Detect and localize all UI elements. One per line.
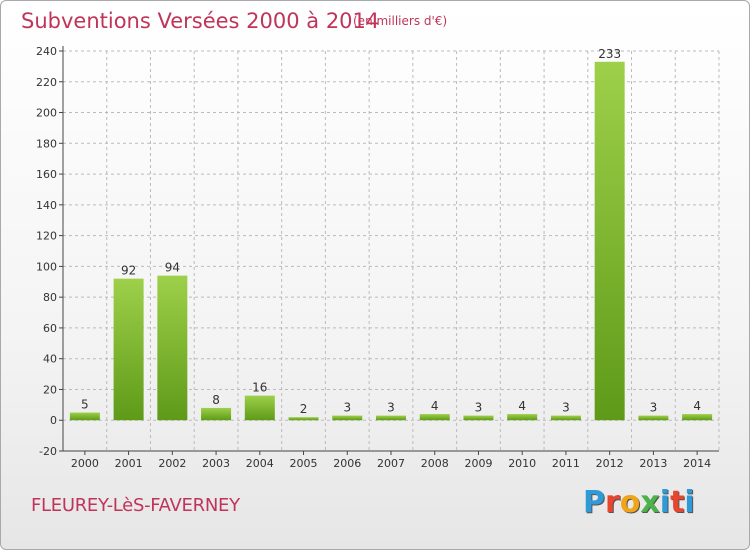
bar-value-label: 3 [650,401,658,415]
bar-value-label: 2 [300,402,308,416]
x-tick-label: 2007 [377,457,405,470]
bar [682,414,713,421]
x-tick-label: 2010 [508,457,536,470]
bar [113,278,144,421]
brand-logo: Proxiti [583,485,695,520]
bar-value-label: 4 [693,399,701,413]
x-tick-label: 2000 [71,457,99,470]
y-tick-label: 180 [36,137,57,150]
brand-letter: x [640,485,660,520]
bar [594,61,625,421]
x-tick-label: 2006 [333,457,361,470]
brand-letter: P [583,485,605,520]
x-tick-label: 2004 [246,457,274,470]
bar-value-label: 233 [598,47,621,61]
axes: -20 0 20 40 60 80 100 120 140 160 180 200 220 240 [36,45,719,458]
x-tick-label: 2002 [158,457,186,470]
brand-letter: o [619,485,641,520]
x-tick-label: 2005 [290,457,318,470]
x-tick-label: 2001 [115,457,143,470]
bar-value-label: 16 [252,381,267,395]
bar-value-label: 3 [343,401,351,415]
bar [419,414,450,421]
x-tick-label: 2009 [464,457,492,470]
bar [376,415,406,421]
y-tick-label: 100 [36,260,57,273]
bar [550,415,581,421]
bar-value-label: 92 [121,264,136,278]
x-tick-label: 2003 [202,457,230,470]
labels: 5 2000 92 2001 94 2002 8 2003 16 2004 2 2005 3 2006 3 2… [71,47,711,470]
y-tick-label: 200 [36,107,57,120]
bar-value-label: 5 [81,398,89,412]
y-tick-label: 160 [36,168,57,181]
x-tick-label: 2011 [552,457,580,470]
bar-value-label: 3 [475,401,483,415]
bar-value-label: 3 [562,401,570,415]
x-tick-label: 2014 [683,457,711,470]
y-tick-label: 20 [43,383,57,396]
bar [157,275,188,421]
bar [507,414,538,421]
bar [201,407,232,421]
bar-value-label: 4 [518,399,526,413]
y-tick-label: 120 [36,230,57,243]
x-tick-label: 2012 [596,457,624,470]
brand-letter: i [684,485,695,520]
x-tick-label: 2013 [639,457,667,470]
chart-title: Subventions Versées 2000 à 2014 [21,9,380,33]
y-tick-label: -20 [39,445,57,458]
bar [638,415,669,421]
brand-letter: i [659,485,671,520]
bar [288,417,319,421]
y-tick-label: 40 [43,353,57,366]
bar [332,415,363,421]
x-tick-label: 2008 [421,457,449,470]
bar [463,415,494,421]
bar-value-label: 3 [387,401,395,415]
y-tick-label: 220 [36,76,57,89]
bar [244,395,275,421]
brand-letter: r [605,485,620,520]
unit-note: (en milliers d'€) [353,14,448,28]
y-tick-label: 140 [36,199,57,212]
brand-letter: t [670,485,685,520]
y-tick-label: 80 [43,291,57,304]
y-tick-label: 60 [43,322,57,335]
y-tick-label: 0 [50,414,57,427]
bars [69,61,713,421]
bar-value-label: 8 [212,393,220,407]
commune-name: FLEUREY-LèS-FAVERNEY [31,495,240,516]
bar-value-label: 94 [165,261,180,275]
bar [69,412,100,421]
y-tick-label: 240 [36,45,57,58]
bar-value-label: 4 [431,399,439,413]
